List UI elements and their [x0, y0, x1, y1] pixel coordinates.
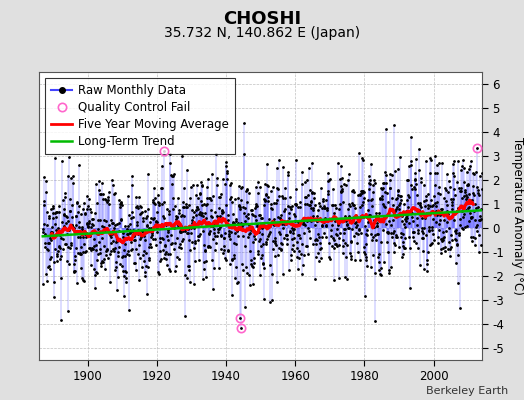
Legend: Raw Monthly Data, Quality Control Fail, Five Year Moving Average, Long-Term Tren: Raw Monthly Data, Quality Control Fail, … [45, 78, 235, 154]
Text: CHOSHI: CHOSHI [223, 10, 301, 28]
Y-axis label: Temperature Anomaly (°C): Temperature Anomaly (°C) [511, 137, 524, 295]
Text: 35.732 N, 140.862 E (Japan): 35.732 N, 140.862 E (Japan) [164, 26, 360, 40]
Text: Berkeley Earth: Berkeley Earth [426, 386, 508, 396]
